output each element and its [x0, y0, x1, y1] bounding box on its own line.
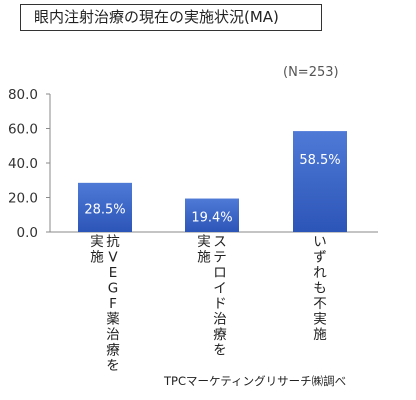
y-tick-label: 0.0 — [17, 225, 38, 241]
bar — [78, 182, 132, 232]
sample-size-note: (N=253) — [283, 65, 339, 80]
source-credit: TPCマーケティングリサーチ㈱調べ — [164, 374, 347, 388]
bar-value-label: 19.4% — [191, 210, 232, 225]
bar-value-label: 28.5% — [84, 202, 125, 217]
x-category-label: いずれも不実施 — [313, 234, 327, 343]
x-category-label-line: いずれも不実施 — [313, 234, 327, 343]
x-category-label-line: 抗 V E G F 薬治療を — [106, 234, 120, 374]
chart-title: 眼内注射治療の現在の実施状況(MA) — [20, 4, 322, 31]
x-category-label-line: 実施 — [197, 234, 211, 266]
bar-value-label: 58.5% — [299, 153, 340, 168]
bar — [185, 198, 239, 232]
y-tick-label: 80.0 — [8, 87, 38, 103]
bar — [293, 131, 347, 232]
x-category-label-line: ステロイド治療を — [213, 234, 227, 359]
y-tick-label: 40.0 — [8, 156, 38, 172]
bars: 28.5% 19.4% 58.5% — [78, 131, 347, 232]
x-category-label-line: 実施 — [90, 234, 104, 266]
y-tick-label: 60.0 — [8, 122, 38, 138]
y-tick-label: 20.0 — [8, 191, 38, 207]
